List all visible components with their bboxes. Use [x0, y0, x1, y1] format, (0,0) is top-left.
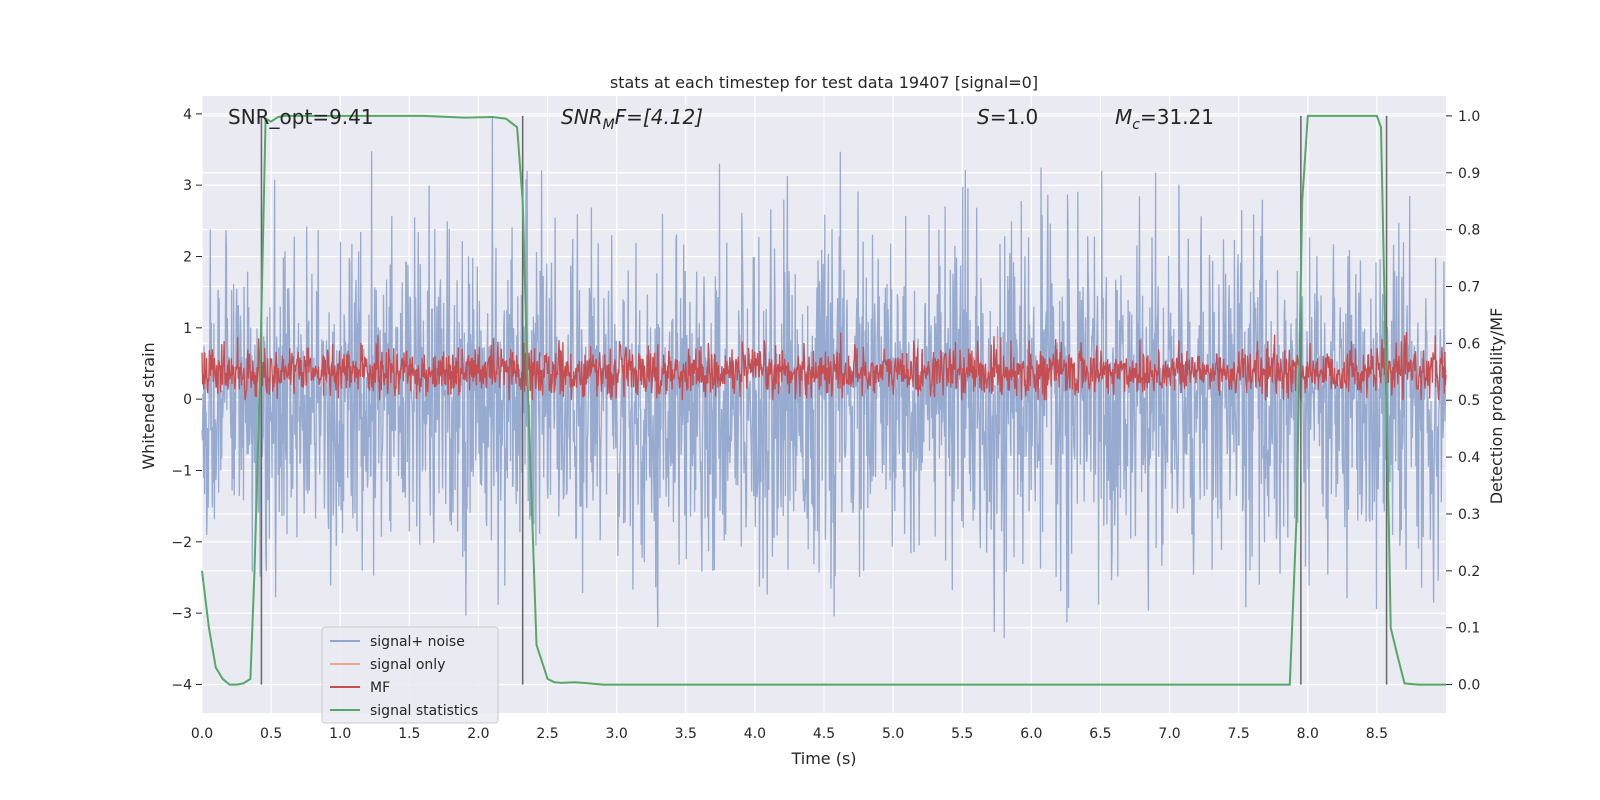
- x-tick-label: 3.0: [606, 726, 628, 742]
- annotation-snr-mf-subscript: M: [603, 117, 615, 133]
- left-y-tick-label: 3: [183, 178, 192, 194]
- x-tick-label: 5.0: [882, 726, 904, 742]
- left-y-tick-label: −3: [171, 606, 192, 622]
- legend-label-signal-statistics: signal statistics: [370, 703, 478, 719]
- x-tick-label: 4.5: [813, 726, 835, 742]
- right-y-tick-label: 0.0: [1458, 678, 1480, 694]
- left-y-axis-ticks: 4 3 2 1 0 −1 −2 −3 −4: [171, 107, 202, 693]
- right-y-tick-label: 0.2: [1458, 564, 1480, 580]
- annotation-snr-opt: SNR_opt=9.41: [228, 105, 374, 129]
- right-y-tick-label: 0.6: [1458, 336, 1480, 352]
- chart-title: stats at each timestep for test data 194…: [610, 73, 1038, 92]
- x-tick-label: 5.5: [951, 726, 973, 742]
- left-y-tick-label: −2: [171, 535, 192, 551]
- right-y-tick-label: 0.8: [1458, 223, 1480, 239]
- signal-statistics-series: [201, 114, 1446, 686]
- right-y-axis-ticks: 1.0 0.9 0.8 0.7 0.6 0.5 0.4 0.3 0.2 0.1 0.0: [1446, 109, 1480, 694]
- mf-line: [201, 331, 1447, 401]
- x-tick-label: 6.5: [1089, 726, 1111, 742]
- x-tick-label: 1.5: [398, 726, 420, 742]
- right-y-tick-label: 0.3: [1458, 507, 1480, 523]
- legend-label-signal-only: signal only: [370, 657, 445, 673]
- x-tick-label: 8.0: [1297, 726, 1319, 742]
- left-y-tick-label: −1: [171, 463, 192, 479]
- x-tick-label: 0.5: [260, 726, 282, 742]
- right-y-tick-label: 0.1: [1458, 621, 1480, 637]
- right-y-tick-label: 0.9: [1458, 166, 1480, 182]
- left-y-tick-label: −4: [171, 677, 192, 693]
- x-tick-label: 0.0: [191, 726, 213, 742]
- right-y-tick-label: 0.5: [1458, 393, 1480, 409]
- annotation-snr-mf: SNRMF=[4.12]: [561, 105, 703, 133]
- left-y-tick-label: 1: [183, 321, 192, 337]
- legend-box: [321, 626, 499, 724]
- left-y-tick-label: 4: [183, 107, 192, 123]
- annotation-s-value: =1.0: [990, 105, 1039, 129]
- x-tick-label: 3.5: [675, 726, 697, 742]
- x-tick-label: 1.0: [329, 726, 351, 742]
- x-tick-label: 7.0: [1158, 726, 1180, 742]
- x-tick-label: 2.0: [467, 726, 489, 742]
- annotation-s: S=1.0: [977, 105, 1038, 129]
- legend-label-mf: MF: [370, 680, 390, 696]
- x-axis-ticks: 0.0 0.5 1.0 1.5 2.0 2.5 3.0 3.5 4.0 4.5 5.0 5.5 6.0 6…: [191, 726, 1388, 742]
- right-y-axis-label: Detection probability/MF: [1487, 308, 1506, 505]
- x-tick-label: 2.5: [536, 726, 558, 742]
- left-y-tick-label: 0: [183, 392, 192, 408]
- annotation-mc-symbol: M: [1115, 105, 1132, 129]
- right-y-tick-label: 1.0: [1458, 109, 1480, 125]
- annotation-mc: Mc=31.21: [1115, 105, 1214, 133]
- annotation-s-symbol: S: [977, 105, 990, 129]
- mf-series: [201, 331, 1447, 401]
- left-y-axis-label: Whitened strain: [139, 342, 158, 469]
- left-y-tick-label: 2: [183, 249, 192, 265]
- x-tick-label: 8.5: [1366, 726, 1388, 742]
- legend: signal+ noise signal only MF signal stat…: [321, 626, 499, 724]
- legend-label-signal-noise: signal+ noise: [370, 634, 465, 650]
- annotation-snr-mf-value: F=[4.12]: [615, 105, 703, 129]
- annotation-mc-value: =31.21: [1140, 105, 1214, 129]
- right-y-tick-label: 0.7: [1458, 280, 1480, 296]
- right-y-tick-label: 0.4: [1458, 450, 1480, 466]
- x-axis-label: Time (s): [790, 749, 856, 768]
- annotation-snr-mf-symbol: SNR: [561, 105, 603, 129]
- x-tick-label: 7.5: [1228, 726, 1250, 742]
- signal-statistics-line: [201, 114, 1446, 686]
- x-tick-label: 6.0: [1020, 726, 1042, 742]
- x-tick-label: 4.0: [744, 726, 766, 742]
- annotation-mc-subscript: c: [1132, 117, 1140, 133]
